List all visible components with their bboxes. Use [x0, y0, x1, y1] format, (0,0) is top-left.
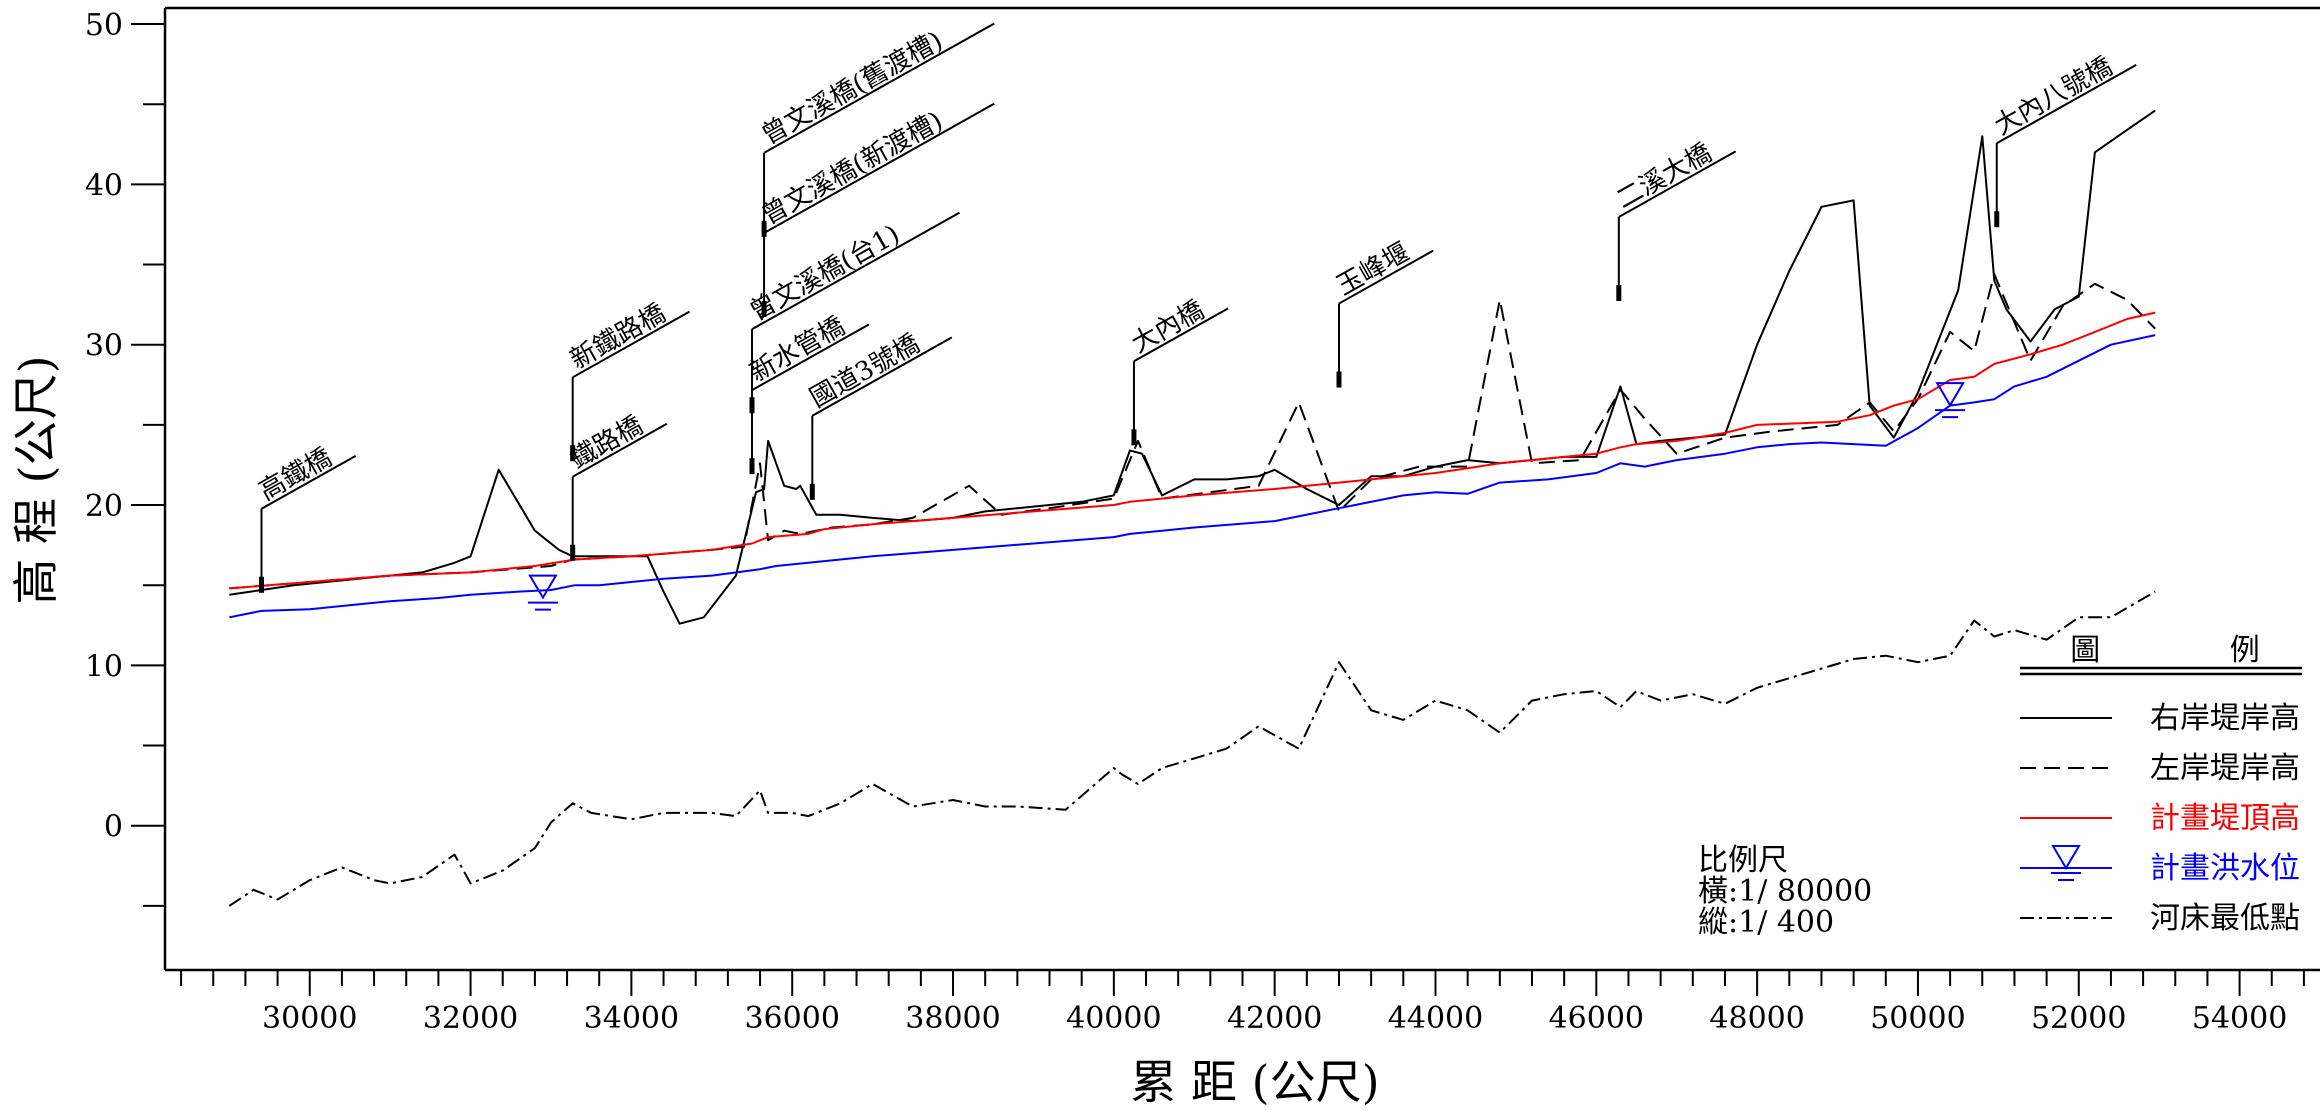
annotation-underline [763, 102, 995, 234]
legend-label: 左岸堤岸高 [2150, 751, 2300, 786]
legend-label: 河床最低點 [2150, 901, 2300, 936]
series-line-4 [229, 334, 2156, 619]
scale-title: 比例尺 [1698, 843, 1788, 878]
y-tick-label: 50 [85, 8, 123, 43]
annotation-underline [763, 22, 995, 154]
x-tick-label: 44000 [1388, 1001, 1483, 1036]
annotation-underline [1618, 150, 1737, 218]
annotation-label: 大內八號橋 [1989, 52, 2117, 142]
annotation-label: 新鐵路橋 [565, 298, 670, 375]
y-tick-label: 30 [85, 329, 123, 364]
legend-label: 計畫堤頂高 [2150, 801, 2300, 836]
y-tick-label: 0 [104, 810, 123, 845]
annotation-underline [751, 323, 870, 392]
x-tick-label: 46000 [1549, 1001, 1644, 1036]
x-tick-label: 54000 [2192, 1001, 2287, 1036]
annotation-underline [1338, 249, 1434, 305]
legend-label: 右岸堤岸高 [2150, 701, 2300, 736]
water-level-triangle [2051, 845, 2081, 870]
x-tick-label: 52000 [2031, 1001, 2126, 1036]
annotation-underline [1133, 307, 1229, 363]
y-tick-label: 10 [85, 649, 123, 684]
x-tick-label: 40000 [1066, 1001, 1161, 1036]
annotation-underline [1996, 63, 2137, 145]
data-series [228, 109, 2156, 907]
water-level-markers [527, 382, 1966, 611]
legend-label: 計畫洪水位 [2150, 851, 2300, 886]
y-tick-label: 20 [85, 489, 123, 524]
x-tick-label: 48000 [1709, 1001, 1804, 1036]
series-line-5 [228, 590, 2156, 907]
series-line-1 [229, 109, 2156, 625]
scale-note: 比例尺 橫:1/ 80000 縱:1/ 400 [1698, 843, 1872, 940]
annotation-label: 二溪大橋 [1612, 138, 1717, 215]
annotation-label: 大內橋 [1127, 295, 1210, 359]
axes [131, 6, 2320, 996]
x-tick-label: 38000 [905, 1001, 1000, 1036]
tick-labels: 0 10 20 30 40 50 30000 32000 34000 36000 38000 4000… [85, 8, 2287, 1036]
water-level-triangle [528, 574, 558, 600]
x-tick-label: 50000 [1870, 1001, 1965, 1036]
scale-horizontal: 橫:1/ 80000 [1698, 874, 1872, 909]
scale-vertical: 縱:1/ 400 [1698, 905, 1834, 940]
water-level-triangle [1935, 382, 1965, 408]
annotation-underline [572, 422, 668, 478]
x-axis-title: 累 距 (公尺) [1130, 1055, 1379, 1109]
annotation-underline [261, 454, 357, 510]
annotation-underline [572, 310, 691, 379]
x-tick-label: 30000 [262, 1001, 357, 1036]
y-tick-label: 40 [85, 168, 123, 203]
annotation-label: 鐵路橋 [565, 410, 648, 474]
x-tick-label: 34000 [584, 1001, 679, 1036]
annotation-label: 玉峰堰 [1332, 237, 1415, 301]
y-axis-title: 高 程 (公尺) [9, 355, 63, 604]
annotation-underline [811, 336, 953, 417]
x-tick-label: 32000 [423, 1001, 518, 1036]
annotation-underline [751, 211, 961, 331]
annotation-label: 曾文溪橋(台1) [745, 220, 905, 328]
x-tick-label: 36000 [744, 1001, 839, 1036]
legend-title: 圖 例 [2070, 633, 2320, 668]
series-line-3 [229, 311, 2156, 590]
annotation-label: 高鐵橋 [254, 443, 337, 507]
x-tick-label: 42000 [1227, 1001, 1322, 1036]
